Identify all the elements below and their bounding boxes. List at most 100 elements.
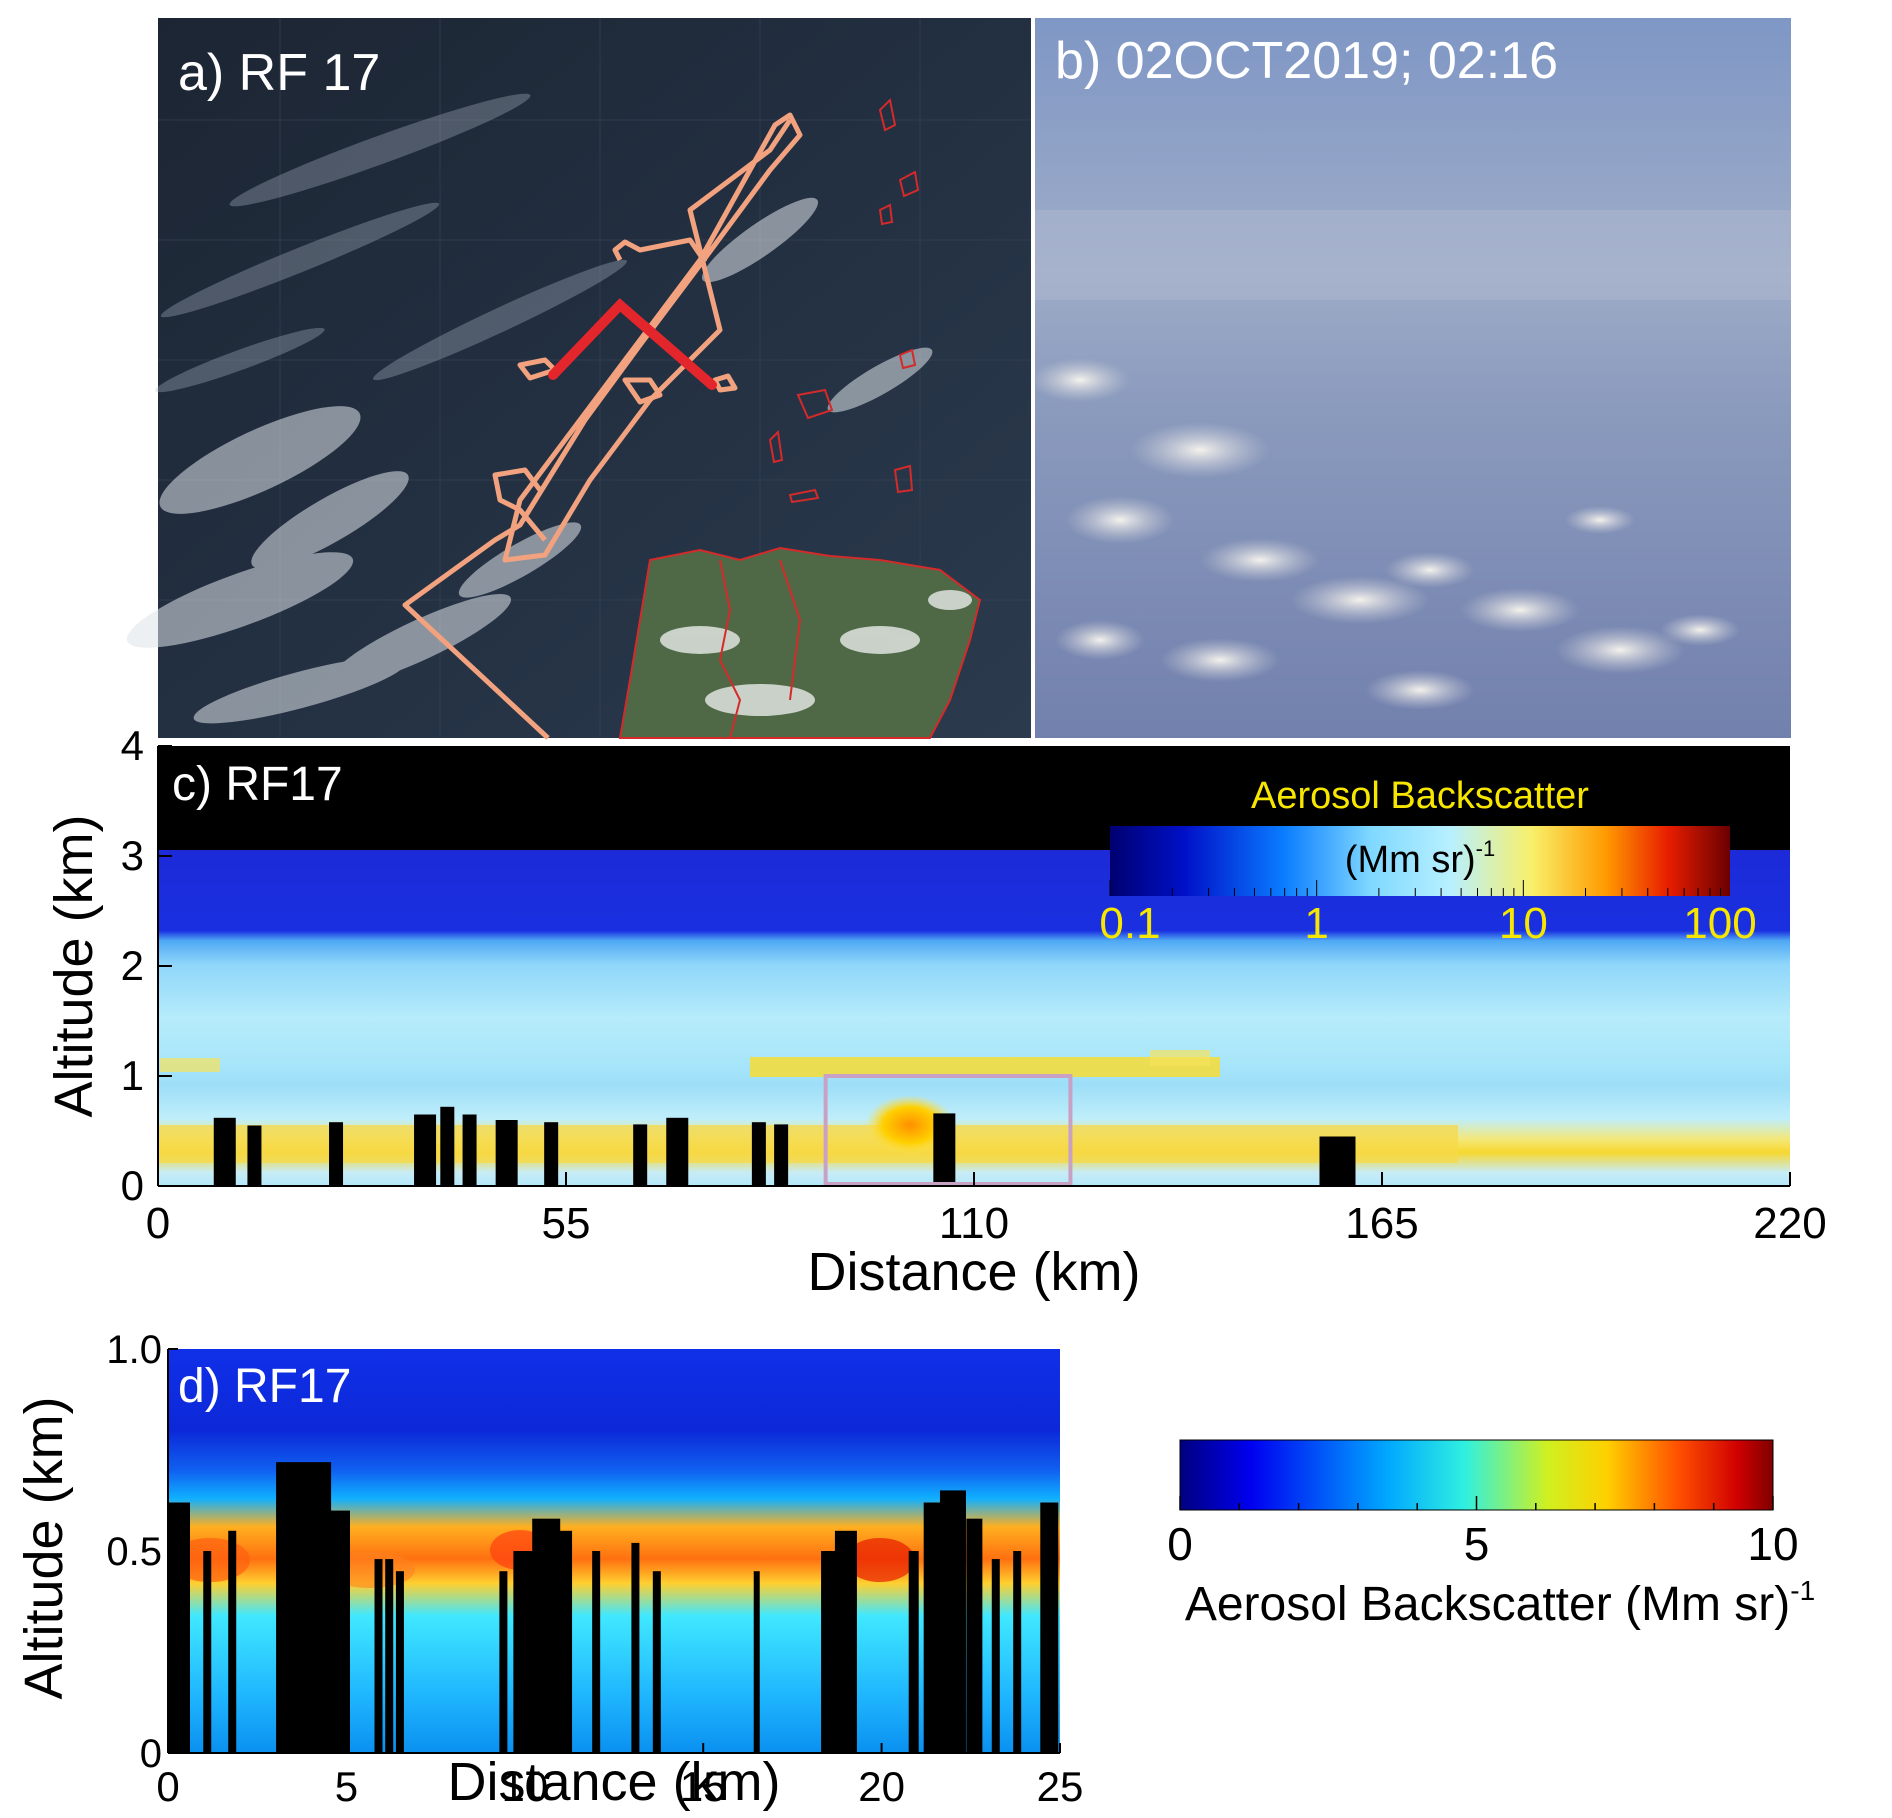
cloud-column [652, 1571, 661, 1753]
landmass [618, 546, 982, 739]
cloud-column [228, 1530, 237, 1753]
panel-d-ytick-label: 0 [140, 1732, 162, 1776]
panel-d-xtick-label: 5 [335, 1763, 358, 1810]
panel-c-xtick-label: 165 [1345, 1199, 1418, 1248]
panel-c-xtick-label: 220 [1753, 1199, 1826, 1248]
cloud-column [933, 1113, 956, 1186]
colorbar-c-units: (Mm sr)-1 [1345, 836, 1495, 881]
colorbar-d-tick-label: 0 [1167, 1518, 1193, 1570]
panel-c-xtick-label: 0 [146, 1199, 170, 1248]
aircraft-photo [1035, 18, 1791, 738]
cloud-column [299, 1510, 350, 1753]
colorbar-d-tick-label: 10 [1747, 1518, 1798, 1570]
panel-c-xtick-label: 55 [542, 1199, 591, 1248]
cloud-column [908, 1551, 919, 1753]
panel-d-xtick-label: 25 [1037, 1763, 1084, 1810]
cloud-column [1319, 1136, 1356, 1186]
cloud-column [821, 1551, 836, 1753]
panel-d-ytick-label: 0.5 [106, 1530, 162, 1574]
panel-a-label: a) RF 17 [178, 44, 380, 102]
highlighted-flight-leg [548, 298, 717, 390]
panel-b-photo: b) 02OCT2019; 02:16 [1030, 18, 1791, 738]
colorbar-linear-ticks [1179, 1496, 1774, 1510]
colorbar-log-ticks [1109, 880, 1722, 896]
cloud-column [462, 1114, 477, 1186]
colorbar-c-units-text: (Mm sr) [1345, 839, 1476, 881]
cloud-columns [213, 1106, 1356, 1186]
boundary-layer-aerosol [158, 1095, 1458, 1163]
cloud-column [414, 1114, 437, 1186]
panel-d-xtick-label: 0 [156, 1763, 179, 1810]
cloud-column [939, 1490, 966, 1753]
haze-layer [1035, 210, 1791, 300]
cloud-column [774, 1124, 789, 1186]
panel-d-axes: 0 5 10 15 20 25 0 0.5 1.0 [106, 1328, 1083, 1810]
cloud-column [544, 1122, 559, 1186]
panel-c-ytick-label: 4 [121, 722, 144, 769]
panel-d-cloud-columns [168, 1462, 1059, 1753]
cloud-column [499, 1571, 508, 1753]
colorbar-c-tick-labels: 0.1 1 10 100 [1099, 899, 1756, 948]
land-clouds [660, 590, 972, 716]
panel-b-label: b) 02OCT2019; 02:16 [1055, 32, 1558, 90]
cloud-column [203, 1551, 212, 1753]
photo-clouds [1030, 358, 1740, 710]
cloud-column [1013, 1551, 1022, 1753]
cloud-column [395, 1571, 404, 1753]
cloud-column [247, 1125, 262, 1186]
panel-d-xlabel: Distance (km) [447, 1752, 780, 1812]
zoom-box [823, 1074, 1073, 1186]
panel-c-lidar-curtain: Aerosol Backscatter (Mm sr)-1 0.1 1 10 100 … [44, 722, 1827, 1302]
panel-c-xlabel: Distance (km) [807, 1242, 1140, 1302]
cloud-column [666, 1117, 689, 1186]
panel-d-ylabel: Altitude (km) [14, 1396, 74, 1699]
cloud-column [556, 1530, 573, 1753]
cloud-column [834, 1530, 857, 1753]
colorbar-c-tick-label: 1 [1304, 899, 1328, 948]
panel-c-ytick-label: 1 [121, 1052, 144, 1099]
colorbar-d-label-text: Aerosol Backscatter (Mm sr) [1185, 1578, 1790, 1631]
coastlines [718, 97, 920, 739]
cloud-column [374, 1559, 383, 1753]
colorbar-d-label-sup: -1 [1790, 1575, 1815, 1606]
colorbar-d-tick-label: 5 [1464, 1518, 1490, 1570]
cloud-column [440, 1106, 455, 1186]
colorbar-c-title: Aerosol Backscatter [1251, 775, 1589, 817]
cloud-column [991, 1559, 1000, 1753]
panel-d-xtick-label: 20 [858, 1763, 905, 1810]
cloud-column [385, 1559, 394, 1753]
panel-a-satellite-map: a) RF 17 [126, 18, 1031, 740]
colorbar-c-tick-label: 10 [1499, 899, 1548, 948]
elevated-aerosol-layer [160, 1050, 1220, 1077]
cloud-column [592, 1551, 601, 1753]
cloud-column [966, 1518, 983, 1753]
cloud-column [532, 1518, 561, 1753]
colorbar-d-tick-labels: 0 5 10 [1167, 1518, 1798, 1570]
cloud-column [495, 1120, 518, 1186]
cloud-column [633, 1124, 648, 1186]
panel-c-ytick-label: 2 [121, 942, 144, 989]
cloud-column [213, 1117, 236, 1186]
colorbar-c-units-sup: -1 [1476, 836, 1496, 861]
cloud-column [1040, 1502, 1059, 1753]
cloud-column [329, 1122, 344, 1186]
cloud-column [631, 1542, 640, 1753]
panel-c-xtick-label: 110 [939, 1199, 1009, 1248]
cloud-column [753, 1571, 760, 1753]
colorbar-c-tick-label: 0.1 [1099, 899, 1160, 948]
colorbar-log [1110, 826, 1730, 896]
panel-d-ytick-label: 1.0 [106, 1328, 162, 1372]
cloud-column [751, 1122, 766, 1186]
panel-c-ytick-label: 3 [121, 832, 144, 879]
colorbar-c-tick-label: 100 [1683, 899, 1756, 948]
cloud-column [168, 1502, 190, 1753]
colorbar-d-label: Aerosol Backscatter (Mm sr)-1 [1185, 1575, 1815, 1631]
panel-c-label: c) RF17 [172, 758, 343, 811]
panel-d-xtick-label: 10 [501, 1763, 548, 1810]
cloud-streaks [155, 93, 627, 393]
panel-c-ylabel: Altitude (km) [44, 814, 104, 1117]
panel-c-ytick-label: 0 [121, 1162, 144, 1209]
